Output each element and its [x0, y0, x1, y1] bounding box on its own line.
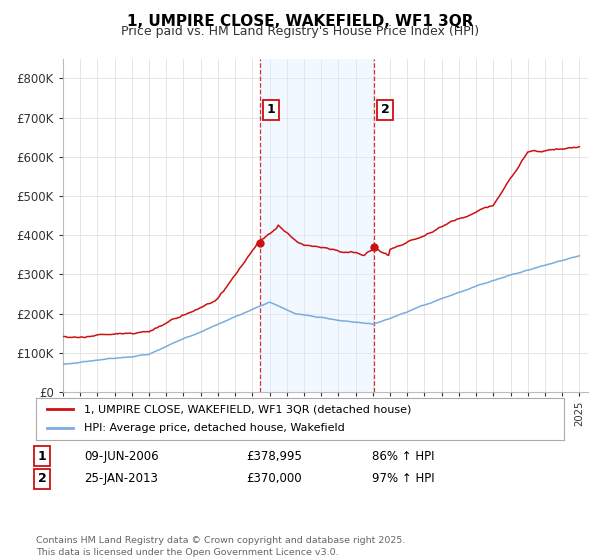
Text: 1, UMPIRE CLOSE, WAKEFIELD, WF1 3QR: 1, UMPIRE CLOSE, WAKEFIELD, WF1 3QR — [127, 14, 473, 29]
Text: 1: 1 — [267, 103, 275, 116]
Text: 25-JAN-2013: 25-JAN-2013 — [84, 472, 158, 486]
Text: £378,995: £378,995 — [246, 450, 302, 463]
Text: 09-JUN-2006: 09-JUN-2006 — [84, 450, 158, 463]
Text: 1: 1 — [38, 450, 46, 463]
Text: 97% ↑ HPI: 97% ↑ HPI — [372, 472, 434, 486]
Text: 2: 2 — [38, 472, 46, 486]
Text: 86% ↑ HPI: 86% ↑ HPI — [372, 450, 434, 463]
Text: 2: 2 — [381, 103, 389, 116]
Text: HPI: Average price, detached house, Wakefield: HPI: Average price, detached house, Wake… — [83, 423, 344, 433]
Text: 1, UMPIRE CLOSE, WAKEFIELD, WF1 3QR (detached house): 1, UMPIRE CLOSE, WAKEFIELD, WF1 3QR (det… — [83, 404, 411, 414]
Text: Contains HM Land Registry data © Crown copyright and database right 2025.
This d: Contains HM Land Registry data © Crown c… — [36, 536, 406, 557]
Text: Price paid vs. HM Land Registry's House Price Index (HPI): Price paid vs. HM Land Registry's House … — [121, 25, 479, 38]
Text: £370,000: £370,000 — [246, 472, 302, 486]
Bar — [260, 59, 374, 392]
